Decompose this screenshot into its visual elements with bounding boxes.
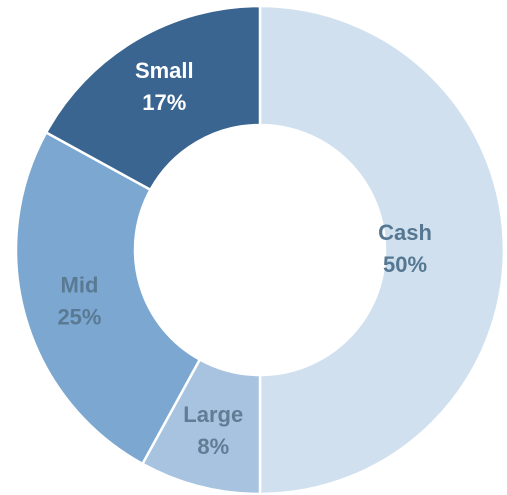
slice-label: Small — [135, 58, 194, 83]
slice-label: Cash — [378, 220, 432, 245]
slice-value-label: 50% — [383, 252, 427, 277]
slice — [14, 130, 202, 466]
slice-value-label: 25% — [57, 304, 101, 329]
slice — [258, 4, 506, 495]
slice-value-label: 17% — [142, 90, 186, 115]
slice — [44, 4, 262, 192]
slice-label: Mid — [61, 272, 99, 297]
slice-label: Large — [183, 402, 243, 427]
slice-value-label: 8% — [197, 434, 229, 459]
